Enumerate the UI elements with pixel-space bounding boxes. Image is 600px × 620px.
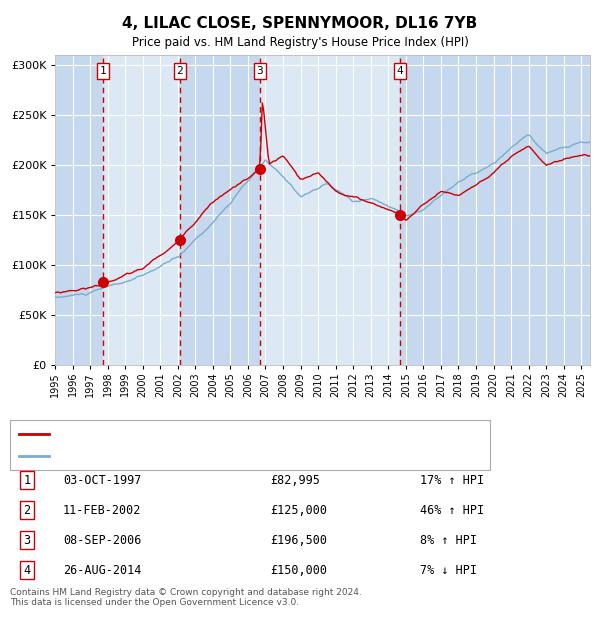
Bar xyxy=(180,55,260,365)
Text: 3: 3 xyxy=(23,533,31,546)
Text: £196,500: £196,500 xyxy=(270,533,327,546)
Text: 03-OCT-1997: 03-OCT-1997 xyxy=(63,474,142,487)
Text: 7% ↓ HPI: 7% ↓ HPI xyxy=(420,564,477,577)
Text: £82,995: £82,995 xyxy=(270,474,320,487)
Text: 4, LILAC CLOSE, SPENNYMOOR, DL16 7YB (detached house): 4, LILAC CLOSE, SPENNYMOOR, DL16 7YB (de… xyxy=(55,429,389,439)
Text: HPI: Average price, detached house, County Durham: HPI: Average price, detached house, Coun… xyxy=(55,451,349,461)
Bar xyxy=(400,55,590,365)
Text: Price paid vs. HM Land Registry's House Price Index (HPI): Price paid vs. HM Land Registry's House … xyxy=(131,36,469,49)
Text: 1: 1 xyxy=(100,66,107,76)
Text: 17% ↑ HPI: 17% ↑ HPI xyxy=(420,474,484,487)
Text: 08-SEP-2006: 08-SEP-2006 xyxy=(63,533,142,546)
Text: 1: 1 xyxy=(23,474,31,487)
Text: 2: 2 xyxy=(23,503,31,516)
Text: 8% ↑ HPI: 8% ↑ HPI xyxy=(420,533,477,546)
Text: £125,000: £125,000 xyxy=(270,503,327,516)
Bar xyxy=(260,55,400,365)
Text: 3: 3 xyxy=(257,66,263,76)
Text: 2: 2 xyxy=(176,66,183,76)
Text: £150,000: £150,000 xyxy=(270,564,327,577)
Text: 46% ↑ HPI: 46% ↑ HPI xyxy=(420,503,484,516)
Text: 4: 4 xyxy=(397,66,403,76)
Text: 4: 4 xyxy=(23,564,31,577)
Bar xyxy=(55,55,103,365)
Text: 4, LILAC CLOSE, SPENNYMOOR, DL16 7YB: 4, LILAC CLOSE, SPENNYMOOR, DL16 7YB xyxy=(122,16,478,30)
Text: Contains HM Land Registry data © Crown copyright and database right 2024.
This d: Contains HM Land Registry data © Crown c… xyxy=(10,588,362,608)
Text: 11-FEB-2002: 11-FEB-2002 xyxy=(63,503,142,516)
Bar xyxy=(103,55,180,365)
Text: 26-AUG-2014: 26-AUG-2014 xyxy=(63,564,142,577)
